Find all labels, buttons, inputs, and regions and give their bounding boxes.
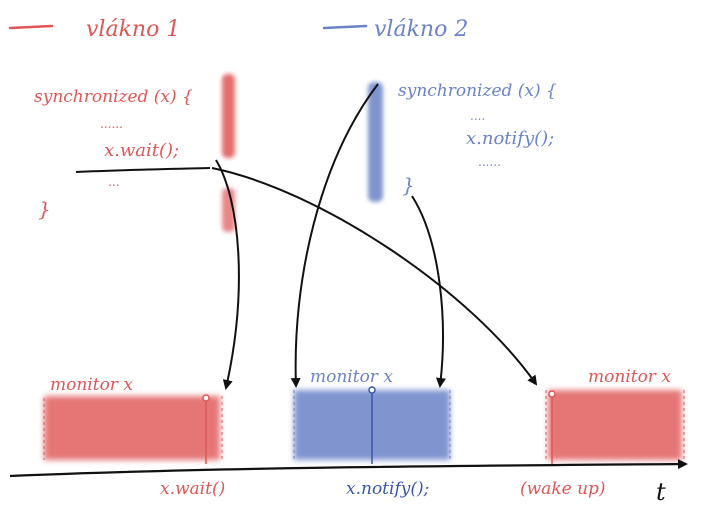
- monitor-block-thread1-resume: [548, 390, 682, 460]
- thread2-dots-after: ......: [478, 155, 501, 169]
- legend-thread1-swatch: [8, 24, 54, 30]
- arrow-notify-to-monitor: [411, 195, 446, 388]
- notify-event-label: x.notify();: [346, 479, 429, 499]
- monitor-block-thread1: [44, 396, 220, 460]
- thread2-notify-call: x.notify();: [466, 128, 554, 149]
- monitor-label-thread1: monitor x: [50, 375, 133, 395]
- thread1-exec-bar-1: [222, 74, 235, 158]
- wakeup-event-pin-head: [548, 390, 556, 398]
- thread1-close-brace: }: [38, 197, 51, 221]
- wait-event-pin-head: [202, 394, 210, 402]
- notify-event-pin-head: [368, 386, 376, 394]
- thread2-sync-line: synchronized (x) {: [398, 81, 557, 101]
- monitor-label-thread1-resume: monitor x: [588, 367, 671, 387]
- thread1-wait-call: x.wait();: [104, 140, 179, 161]
- legend-thread2-swatch: [322, 24, 368, 30]
- legend-thread1-label: vlákno 1: [86, 17, 180, 42]
- monitor-label-thread2: monitor x: [310, 367, 393, 387]
- thread1-sync-line: synchronized (x) {: [34, 87, 193, 107]
- wait-event-label: x.wait(): [160, 479, 225, 499]
- wakeup-event-label: (wake up): [520, 479, 606, 499]
- time-axis-label: t: [656, 478, 666, 506]
- thread2-close-brace: }: [402, 173, 415, 197]
- thread2-exec-bar: [368, 82, 383, 202]
- arrow-thread2-enter-monitor: [290, 83, 379, 388]
- thread2-dots-before: ....: [470, 109, 485, 123]
- legend-thread2-label: vlákno 2: [374, 17, 468, 42]
- arrow-wait-to-monitor: [215, 159, 240, 390]
- thread1-dots-before: ......: [100, 117, 123, 131]
- wait-release-line: [75, 167, 211, 173]
- arrow-wakeup: [211, 167, 538, 386]
- time-axis: [9, 459, 688, 478]
- thread1-dots-after: ...: [108, 175, 119, 189]
